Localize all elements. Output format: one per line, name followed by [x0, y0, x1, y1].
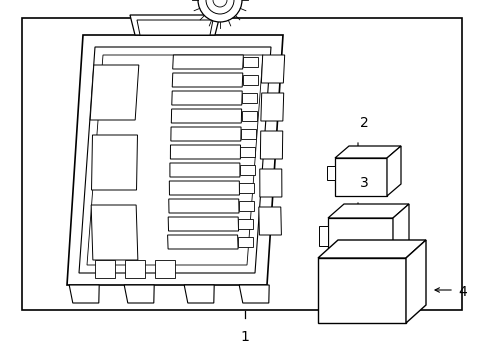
Polygon shape [327, 218, 392, 262]
Circle shape [205, 0, 234, 14]
Polygon shape [240, 147, 255, 157]
Polygon shape [170, 127, 241, 141]
Text: 3: 3 [359, 176, 368, 190]
Polygon shape [258, 207, 281, 235]
Polygon shape [239, 285, 269, 303]
Polygon shape [317, 240, 425, 258]
Polygon shape [261, 55, 284, 83]
Text: 4: 4 [457, 285, 466, 299]
Polygon shape [91, 205, 138, 260]
Polygon shape [241, 129, 256, 139]
Circle shape [213, 0, 226, 7]
Polygon shape [260, 131, 282, 159]
Polygon shape [184, 285, 214, 303]
Polygon shape [241, 111, 256, 121]
Polygon shape [239, 183, 254, 193]
Polygon shape [242, 93, 257, 103]
Polygon shape [67, 35, 283, 285]
Polygon shape [169, 163, 240, 177]
Polygon shape [242, 75, 257, 85]
Polygon shape [172, 73, 242, 87]
Polygon shape [334, 158, 386, 196]
Polygon shape [22, 18, 461, 310]
Polygon shape [171, 109, 241, 123]
Polygon shape [167, 235, 238, 249]
Polygon shape [137, 20, 213, 35]
Polygon shape [130, 15, 220, 35]
Polygon shape [243, 57, 258, 67]
Polygon shape [125, 260, 145, 278]
Polygon shape [79, 47, 270, 273]
Text: 2: 2 [359, 116, 368, 130]
Polygon shape [405, 240, 425, 323]
Polygon shape [240, 165, 254, 175]
Polygon shape [155, 260, 175, 278]
Polygon shape [334, 146, 400, 158]
Polygon shape [318, 226, 327, 246]
Circle shape [198, 0, 242, 22]
Polygon shape [124, 285, 154, 303]
Polygon shape [238, 219, 253, 229]
Text: 1: 1 [240, 330, 249, 344]
Polygon shape [386, 146, 400, 196]
Polygon shape [168, 199, 239, 213]
Polygon shape [91, 135, 137, 190]
Polygon shape [259, 169, 281, 197]
Polygon shape [260, 93, 283, 121]
Polygon shape [317, 258, 405, 323]
Polygon shape [87, 55, 263, 265]
Polygon shape [327, 204, 408, 218]
Polygon shape [172, 55, 243, 69]
Polygon shape [168, 217, 238, 231]
Polygon shape [326, 166, 334, 180]
Polygon shape [170, 145, 240, 159]
Polygon shape [69, 285, 99, 303]
Polygon shape [90, 65, 139, 120]
Polygon shape [95, 260, 115, 278]
Polygon shape [171, 91, 242, 105]
Polygon shape [392, 204, 408, 262]
Polygon shape [238, 201, 253, 211]
Polygon shape [169, 181, 239, 195]
Polygon shape [237, 237, 252, 247]
